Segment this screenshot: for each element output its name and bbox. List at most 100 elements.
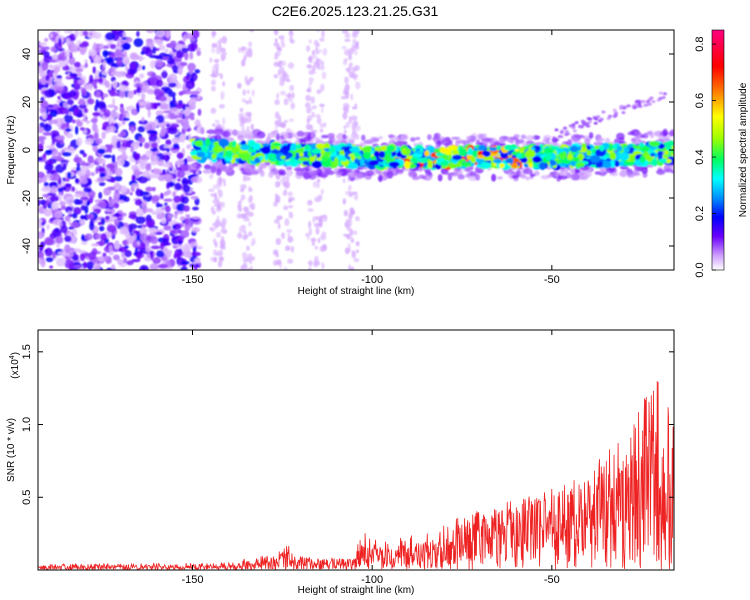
spectrogram-halo-blob — [664, 135, 671, 141]
spectrogram-noise-blob — [48, 182, 58, 187]
spectrogram-noise-blob — [49, 33, 54, 39]
spectrogram-band-blob — [470, 156, 476, 164]
spectrogram-noise-blob — [141, 117, 145, 122]
spectrogram-streak-blob — [218, 221, 224, 227]
spectrogram-streak-blob — [344, 77, 349, 82]
spectrogram-streak-blob — [211, 210, 216, 215]
spectrogram-streak-blob — [317, 194, 323, 200]
spectrogram-noise-blob — [179, 216, 185, 222]
spectrogram-band-blob — [349, 147, 360, 153]
spectrogram-band-blob — [489, 147, 498, 152]
spectrogram-streak-blob — [248, 42, 253, 47]
spectrogram-streak-blob — [306, 118, 310, 124]
spectrogram-band-blob — [618, 160, 625, 167]
spectrogram-band-blob — [595, 148, 607, 157]
spectrogram-band-blob — [225, 149, 233, 158]
spectrogram-noise-blob — [44, 247, 53, 257]
spectrogram-band-blob — [290, 143, 297, 152]
spectrogram-streak-blob — [210, 107, 217, 114]
spectrogram-streak-blob — [307, 208, 314, 212]
spectrogram-noise-blob — [53, 82, 59, 92]
spectrogram-streak-blob — [308, 39, 312, 44]
spectrogram-streak-blob — [283, 205, 289, 211]
spectrogram-streak-blob — [318, 58, 321, 63]
spectrogram-noise-blob — [190, 195, 199, 200]
spectrogram-halo-blob — [491, 173, 497, 182]
spectrogram-streak-blob — [240, 225, 247, 229]
spectrogram-streak-blob — [245, 208, 249, 216]
spectrogram-halo-blob — [386, 170, 394, 179]
spectrogram-noise-blob — [150, 245, 161, 250]
spectrogram-noise-blob — [45, 75, 50, 81]
spectrogram-noise-blob — [173, 195, 181, 203]
spectrogram-halo-blob — [355, 171, 364, 179]
spectrogram-streak-blob — [306, 234, 310, 241]
spectrogram-streak-blob — [241, 59, 246, 67]
spectrogram-noise-blob — [106, 125, 116, 133]
spectrogram-band-blob — [215, 146, 224, 153]
spectrogram-band-blob — [460, 162, 472, 167]
spectrogram-halo-blob — [498, 135, 508, 143]
spectrogram-streak-blob — [274, 38, 278, 43]
spectrogram-streak-blob — [319, 245, 325, 252]
spectrogram-streak-blob — [242, 89, 247, 96]
spectrogram-band-blob — [608, 143, 613, 152]
spectrogram-streak-blob — [321, 30, 325, 38]
spectrogram-streak-blob — [319, 37, 325, 42]
spectrogram-noise-blob — [185, 214, 191, 218]
spectrogram-noise-blob — [152, 102, 158, 110]
spectrogram-streak-blob — [273, 30, 279, 36]
y-tick-label: -40 — [21, 238, 33, 254]
spectrogram-noise-blob — [68, 226, 75, 230]
spectrogram-streak-blob — [217, 260, 223, 268]
spectrogram-streak-blob — [213, 58, 220, 63]
spectrogram-noise-blob — [188, 68, 194, 75]
spectrogram-streak-blob — [219, 239, 225, 244]
spectrogram-halo-blob — [455, 139, 460, 147]
spectrogram-noise-blob — [51, 155, 60, 159]
spectrogram-noise-blob — [162, 110, 172, 114]
spectrogram-streak-blob — [242, 175, 246, 183]
spectrogram-noise-blob — [136, 86, 141, 94]
spectrogram-noise-blob — [119, 226, 129, 236]
spectrogram-noise-blob — [102, 162, 106, 168]
spectrogram-noise-blob — [102, 45, 110, 50]
spectrogram-streak-blob — [208, 188, 215, 192]
spectrogram-noise-blob — [163, 88, 173, 94]
spectrogram-noise-blob — [49, 265, 54, 269]
spectrogram-noise-blob — [145, 220, 154, 228]
spectrogram-noise-blob — [82, 261, 88, 269]
spectrogram-streak-blob — [345, 121, 351, 129]
spectrogram-noise-blob — [189, 116, 195, 121]
spectrogram-noise-blob — [109, 43, 117, 50]
spectrogram-streak-blob — [352, 38, 357, 45]
spectrogram-noise-blob — [120, 185, 128, 194]
spectrogram-noise-blob — [44, 236, 54, 246]
spectrogram-streak-blob — [248, 221, 252, 227]
spectrogram-noise-blob — [163, 144, 174, 149]
spectrogram-streak-blob — [308, 227, 313, 236]
spectrogram-band-blob — [196, 151, 206, 158]
spectrogram-streak-blob — [316, 178, 321, 183]
spectrogram-noise-blob — [155, 79, 164, 87]
spectrogram-band-blob — [323, 151, 332, 157]
spectrogram-noise-blob — [104, 80, 110, 88]
spectrogram-noise-blob — [194, 69, 201, 74]
spectrogram-noise-blob — [77, 72, 82, 77]
spectrogram-noise-blob — [119, 130, 126, 137]
spectrogram-halo-blob — [558, 175, 568, 180]
spectrogram-streak-blob — [349, 218, 353, 227]
spectrogram-noise-blob — [42, 193, 49, 198]
spectrogram-halo-blob — [388, 134, 395, 138]
spectrogram-streak-blob — [251, 89, 255, 97]
spectrogram-noise-blob — [162, 56, 170, 61]
spectrogram-noise-blob — [38, 199, 41, 207]
spectrogram-band-blob — [261, 146, 271, 155]
spectrogram-streak-blob — [350, 266, 355, 270]
spectrogram-halo-blob — [669, 129, 674, 137]
spectrogram-noise-blob — [63, 30, 74, 34]
spectrogram-halo-blob — [195, 126, 205, 134]
spectrogram-noise-blob — [133, 38, 144, 48]
spectrogram-streak-blob — [237, 232, 243, 239]
spectrogram-streak-blob — [279, 79, 285, 87]
